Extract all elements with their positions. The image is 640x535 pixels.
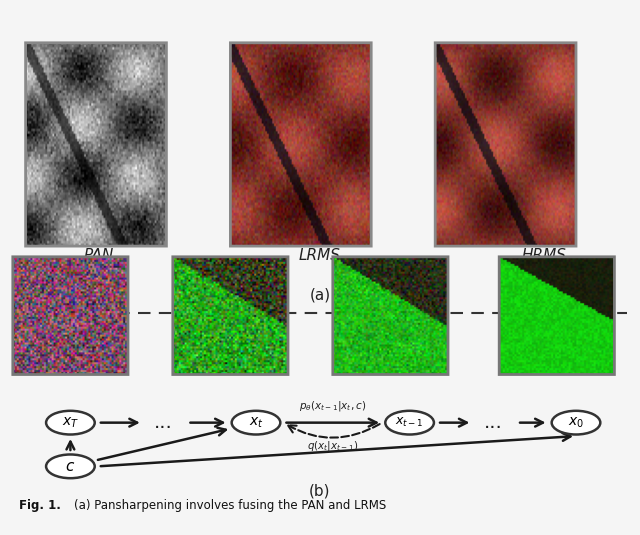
- Circle shape: [385, 411, 434, 434]
- Text: (b): (b): [309, 484, 331, 499]
- Text: $c$: $c$: [65, 459, 76, 474]
- Text: HRMS: HRMS: [522, 248, 566, 264]
- Text: $q(x_t|x_{t-1})$: $q(x_t|x_{t-1})$: [307, 439, 358, 453]
- Circle shape: [46, 411, 95, 434]
- Text: =: =: [491, 85, 540, 142]
- Text: $x_{t-1}$: $x_{t-1}$: [396, 416, 424, 429]
- Circle shape: [232, 411, 280, 434]
- Text: ...: ...: [154, 413, 173, 432]
- Text: ...: ...: [483, 413, 502, 432]
- Text: $x_t$: $x_t$: [249, 416, 263, 430]
- Text: $x_0$: $x_0$: [568, 416, 584, 430]
- Text: PAN: PAN: [84, 248, 115, 264]
- Text: Fig. 1.: Fig. 1.: [19, 499, 61, 512]
- Circle shape: [552, 411, 600, 434]
- Text: (a): (a): [309, 287, 331, 302]
- Text: LRMS: LRMS: [299, 248, 341, 264]
- Circle shape: [46, 455, 95, 478]
- Text: $p_{\theta}(x_{t-1}|x_t, c)$: $p_{\theta}(x_{t-1}|x_t, c)$: [300, 400, 366, 414]
- Text: +: +: [296, 85, 344, 142]
- Text: $x_T$: $x_T$: [62, 416, 79, 430]
- Text: (a) Pansharpening involves fusing the PAN and LRMS: (a) Pansharpening involves fusing the PA…: [74, 499, 386, 512]
